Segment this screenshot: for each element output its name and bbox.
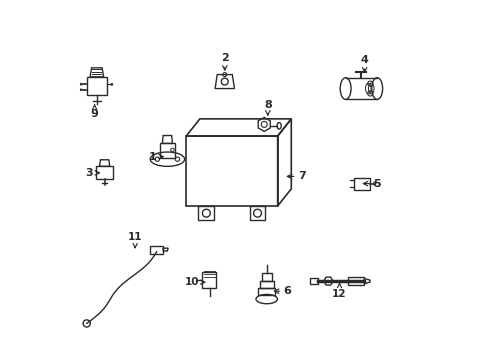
- Circle shape: [80, 89, 82, 91]
- Text: 5: 5: [363, 179, 380, 189]
- Text: 7: 7: [287, 171, 305, 181]
- Text: 8: 8: [264, 100, 271, 115]
- Circle shape: [80, 83, 82, 86]
- Text: 2: 2: [221, 53, 228, 70]
- Text: 9: 9: [90, 105, 99, 120]
- Text: 4: 4: [360, 55, 368, 72]
- Text: 3: 3: [85, 168, 99, 178]
- Text: 1: 1: [149, 152, 163, 162]
- Text: 10: 10: [185, 277, 204, 287]
- Text: 6: 6: [274, 286, 291, 296]
- Text: 12: 12: [332, 284, 346, 299]
- Text: 11: 11: [128, 232, 142, 248]
